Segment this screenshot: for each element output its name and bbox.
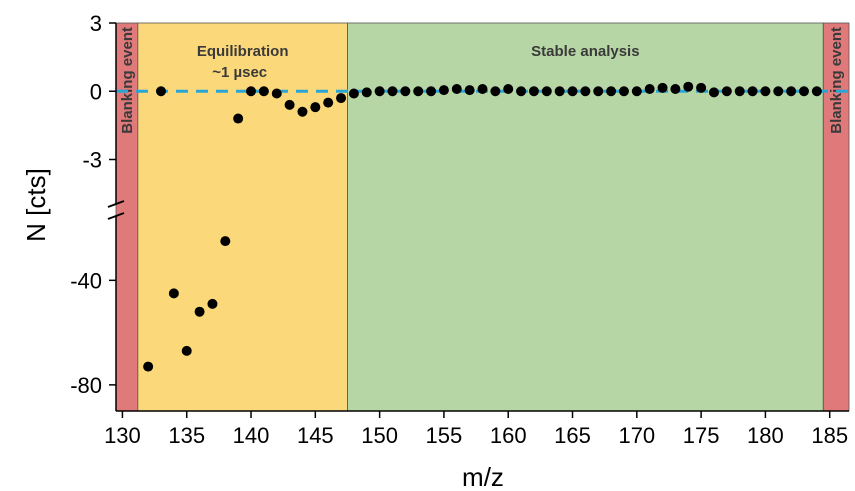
x-tick-label: 160 xyxy=(490,423,527,448)
data-point xyxy=(284,99,295,110)
x-tick-label: 155 xyxy=(426,423,463,448)
data-point xyxy=(683,81,694,92)
data-point xyxy=(734,86,745,97)
data-point xyxy=(554,86,565,97)
axis-labels: m/z N [cts] xyxy=(21,168,504,491)
data-point xyxy=(618,86,629,97)
data-point xyxy=(374,86,385,97)
y-tick-label: 3 xyxy=(90,11,102,36)
data-point xyxy=(156,86,167,97)
axis-break-mark xyxy=(107,200,125,208)
x-tick-label: 130 xyxy=(104,423,141,448)
data-point xyxy=(310,102,321,113)
x-tick-label: 150 xyxy=(361,423,398,448)
data-point xyxy=(143,361,154,372)
y-axis-title: N [cts] xyxy=(21,168,51,242)
data-point xyxy=(670,83,681,94)
y-tick-label: -80 xyxy=(70,373,102,398)
data-points xyxy=(143,81,822,372)
data-point xyxy=(490,86,501,97)
data-point xyxy=(464,85,475,96)
data-point xyxy=(747,86,758,97)
data-point xyxy=(657,82,668,93)
data-point xyxy=(207,298,218,309)
y-tick-label: -3 xyxy=(82,148,102,173)
axis-break-mark xyxy=(107,212,125,220)
region-3 xyxy=(822,22,850,412)
data-point xyxy=(606,86,617,97)
data-point xyxy=(258,86,269,97)
y-tick-label: 0 xyxy=(90,79,102,104)
region-label-3: Blanking event xyxy=(828,27,845,134)
data-point xyxy=(413,86,424,97)
data-point xyxy=(631,86,642,97)
data-point xyxy=(451,83,462,94)
region-2 xyxy=(347,22,824,412)
y-tick-label: -40 xyxy=(70,268,102,293)
data-point xyxy=(580,86,591,97)
data-point xyxy=(387,86,398,97)
data-point xyxy=(348,88,359,99)
axis-ticks: 130 135 140 145 150 155 160 165 170 175 180 185 3 0 -3… xyxy=(70,11,848,448)
x-tick-label: 185 xyxy=(811,423,848,448)
shaded-regions: Blanking event Equilibration ~1 µsec Stable… xyxy=(115,22,850,412)
data-point xyxy=(541,86,552,97)
data-point xyxy=(220,236,231,247)
data-point xyxy=(760,86,771,97)
region-sublabel-1: ~1 µsec xyxy=(212,64,267,81)
data-point xyxy=(708,87,719,98)
data-point xyxy=(721,86,732,97)
data-point xyxy=(361,87,372,98)
data-point xyxy=(811,86,822,97)
data-point xyxy=(567,86,578,97)
region-label-2: Stable analysis xyxy=(531,43,639,60)
x-tick-label: 175 xyxy=(683,423,720,448)
x-tick-label: 145 xyxy=(297,423,334,448)
x-axis-title: m/z xyxy=(462,462,504,491)
data-point xyxy=(297,106,308,117)
plot-frame xyxy=(107,23,849,412)
data-point xyxy=(426,86,437,97)
data-point xyxy=(438,85,449,96)
data-point xyxy=(271,88,282,99)
data-point xyxy=(773,86,784,97)
x-tick-label: 165 xyxy=(554,423,591,448)
data-point xyxy=(503,83,514,94)
data-point xyxy=(323,97,334,108)
region-label-1: Equilibration xyxy=(197,43,289,60)
region-label-0: Blanking event xyxy=(119,27,136,134)
data-point xyxy=(194,306,205,317)
data-point xyxy=(786,86,797,97)
data-point xyxy=(798,86,809,97)
x-tick-label: 140 xyxy=(233,423,270,448)
data-point xyxy=(181,345,192,356)
data-point xyxy=(246,86,257,97)
data-point xyxy=(168,288,179,299)
data-point xyxy=(516,86,527,97)
data-point xyxy=(477,83,488,94)
region-1 xyxy=(137,22,348,412)
data-point xyxy=(528,86,539,97)
x-tick-label: 170 xyxy=(618,423,655,448)
data-point xyxy=(400,86,411,97)
data-point xyxy=(593,86,604,97)
x-tick-label: 180 xyxy=(747,423,784,448)
data-point xyxy=(644,83,655,94)
data-point xyxy=(233,113,244,124)
x-tick-label: 135 xyxy=(168,423,205,448)
data-point xyxy=(336,93,347,104)
data-point xyxy=(696,82,707,93)
